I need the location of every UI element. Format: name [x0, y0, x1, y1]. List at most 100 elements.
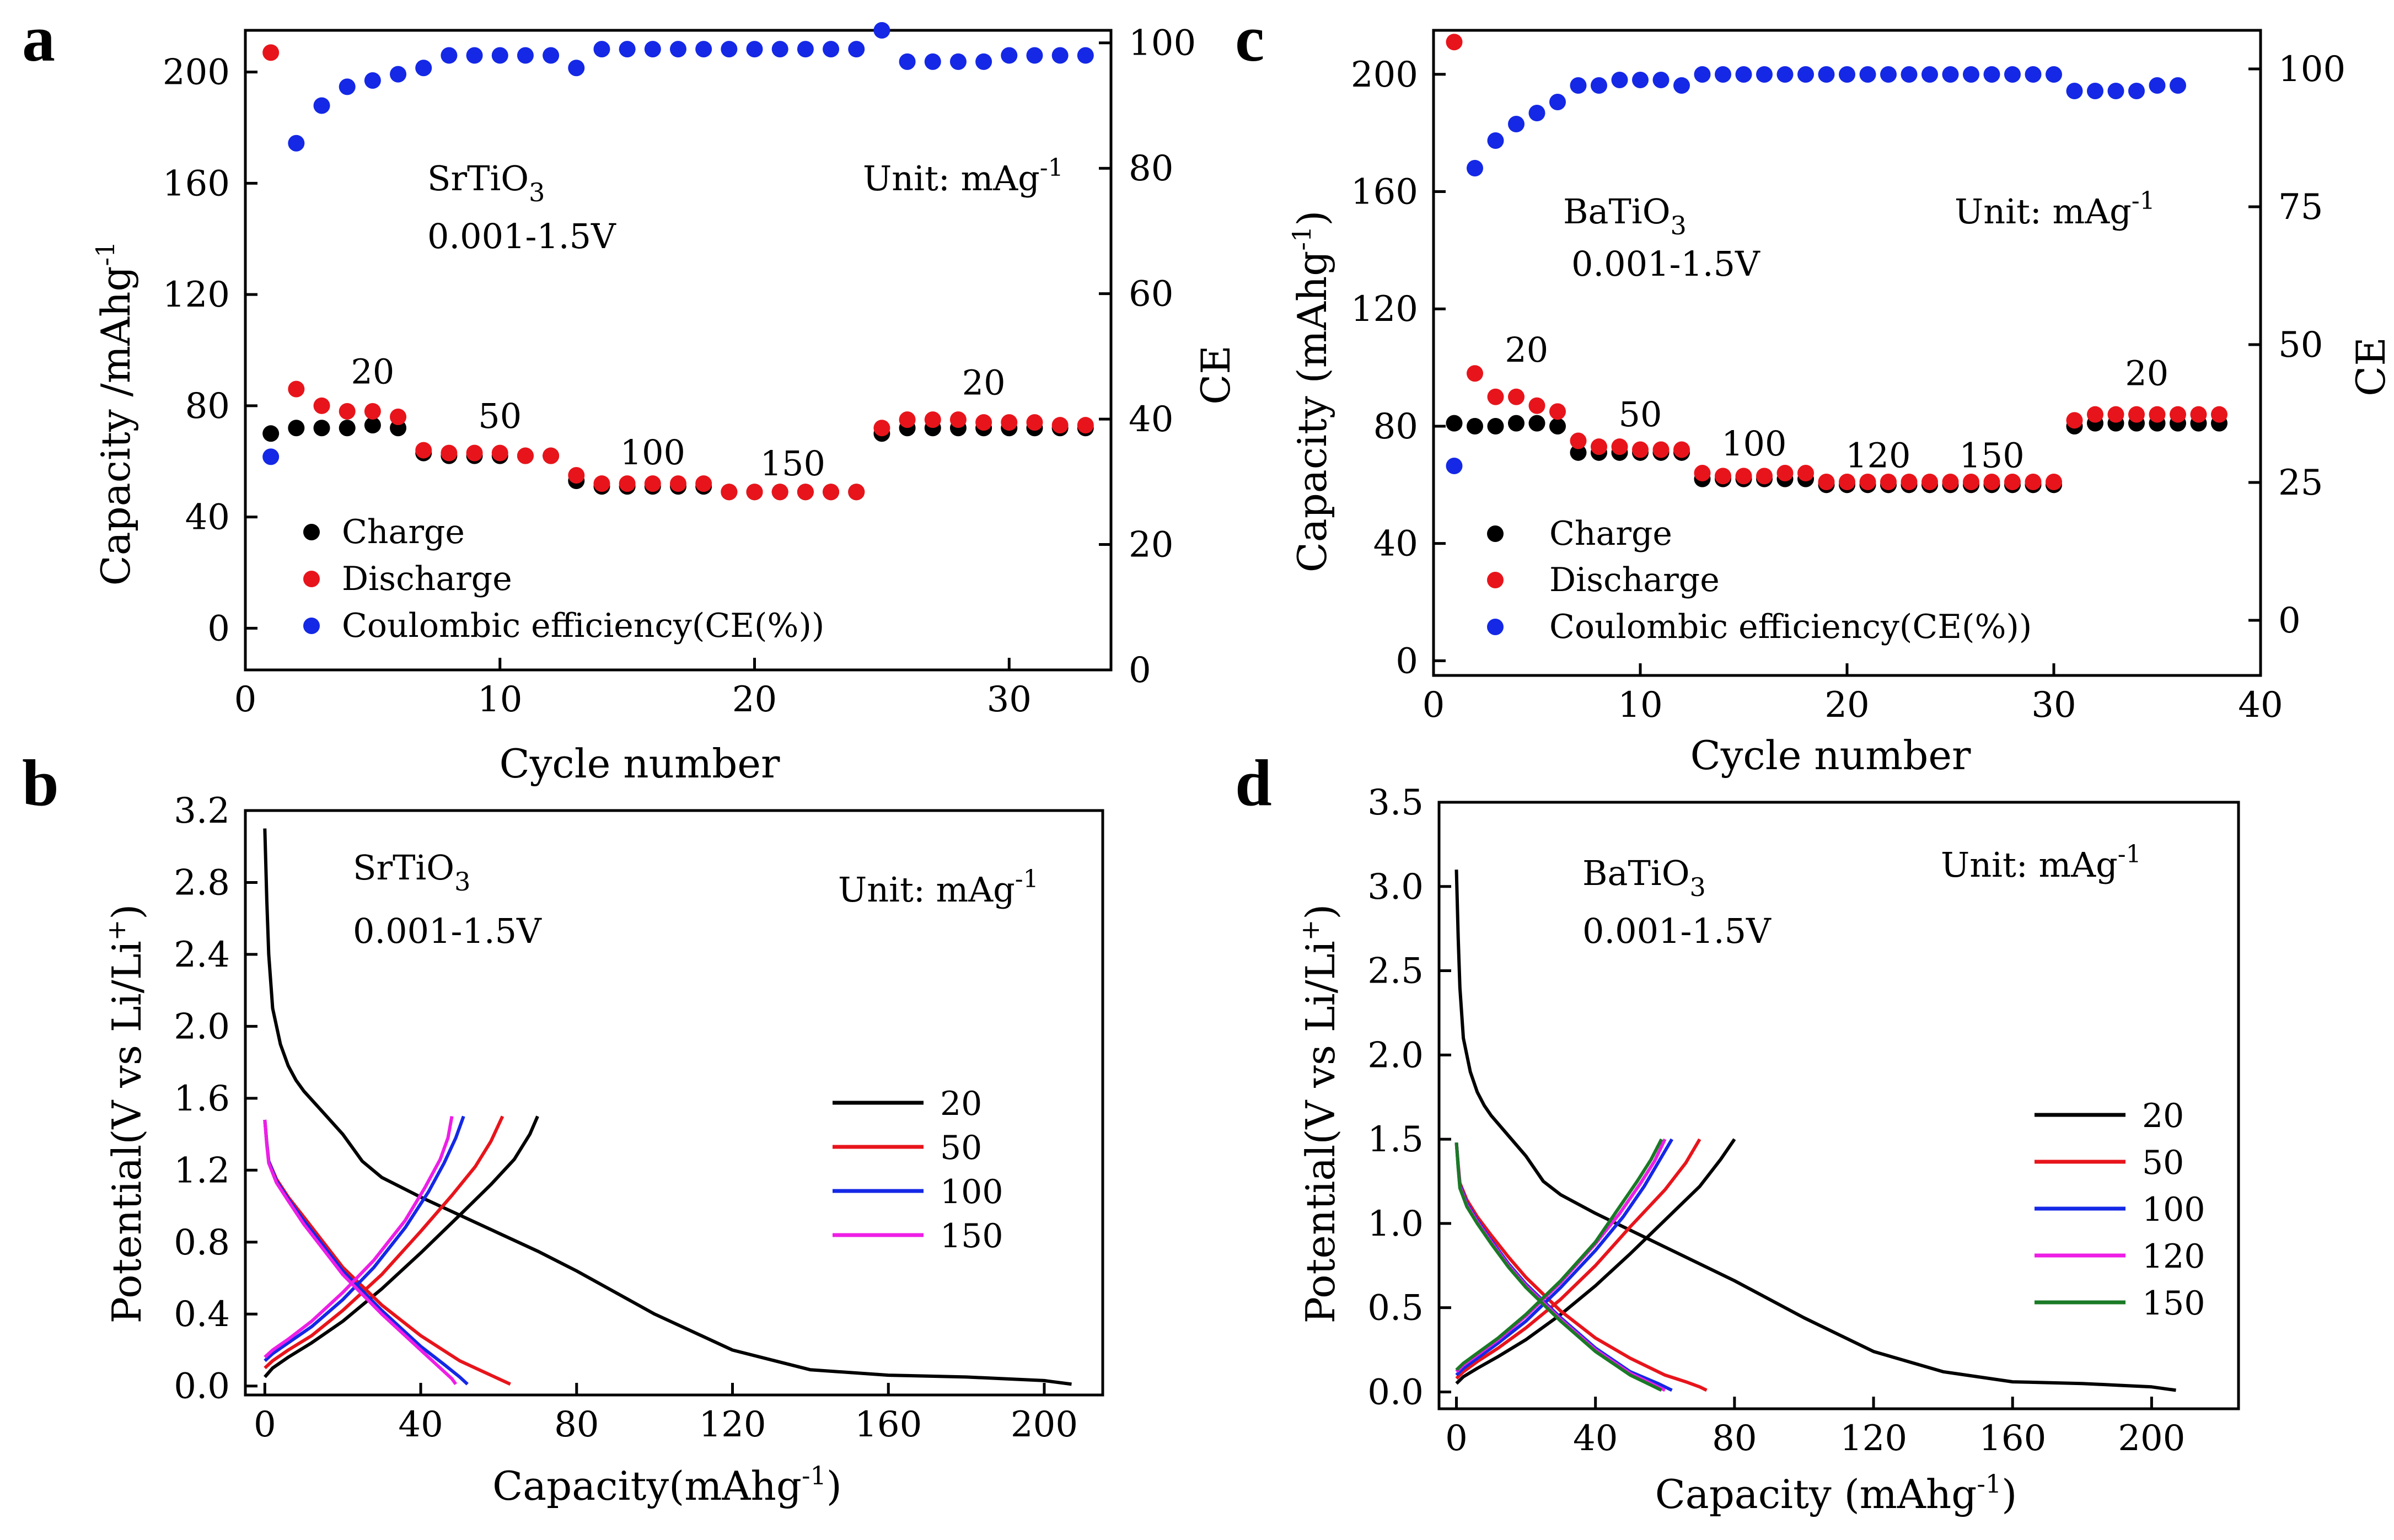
panel-b-xtick-label: 0 [254, 1404, 276, 1445]
panel-b-ytick-label: 0.8 [174, 1222, 230, 1263]
panel-c-ce-point [1528, 105, 1545, 121]
panel-d-xtick-label: 80 [1712, 1418, 1757, 1459]
panel-c-ytick-label: 160 [1351, 172, 1418, 213]
panel-a-y2tick-label: 0 [1129, 650, 1151, 691]
panel-a-discharge-point [644, 475, 661, 492]
panel-c-ce-point [1859, 66, 1876, 83]
panel-c-discharge-point [1715, 468, 1731, 485]
panel-a-y2tick-label: 100 [1129, 23, 1196, 64]
panel-c-ylabel: Capacity (mAhg-1) [1287, 211, 1335, 573]
panel-a-material: SrTiO3 [427, 158, 545, 207]
panel-a-ce-point [441, 47, 458, 64]
panel-c-discharge-point [2211, 406, 2227, 423]
panel-a-charge-point [364, 417, 381, 434]
panel-a-x-ticks: 0 10 20 30 [234, 658, 1032, 720]
panel-a-legend-marker-charge [303, 524, 320, 540]
panel-a-ce-point [695, 41, 712, 58]
panel-c-charge-point [1446, 415, 1463, 432]
panel-d-ytick-label: 0.0 [1367, 1372, 1424, 1413]
panel-c-ce-point [2025, 66, 2042, 83]
panel-b-ytick-label: 2.0 [174, 1006, 230, 1047]
panel-c-ce-point [1839, 66, 1855, 83]
panel-b-legend-label: 100 [940, 1173, 1003, 1211]
panel-b-voltage-profile: 0 40 80 120 160 200 0.0 0.4 0.8 1.2 1.6 2.0 2.4 2.8 3… [101, 791, 1104, 1509]
panel-d-curves [1454, 870, 2176, 1392]
panel-a-voltage: 0.001-1.5V [427, 216, 616, 256]
panel-a-rate-label: 20 [351, 352, 394, 392]
panel-c-discharge-point [2190, 406, 2207, 423]
panel-c-ytick-label: 120 [1351, 289, 1418, 330]
panel-d-y-ticks: 0.0 0.5 1.0 1.5 2.0 2.5 3.0 3.5 [1367, 782, 1451, 1413]
panel-d-ytick-label: 2.0 [1367, 1035, 1424, 1076]
panel-c-ylabel-sup: -1 [1287, 226, 1317, 251]
panel-c-discharge-point [1508, 388, 1525, 405]
panel-c-ce-point [1756, 66, 1773, 83]
panel-a-discharge-point [797, 484, 814, 501]
panel-a-legend-discharge: Discharge [342, 560, 512, 598]
panel-b-formula: SrTiO [353, 847, 454, 888]
panel-c-ce-point [2087, 83, 2103, 99]
panel-c-ytick-label: 80 [1373, 406, 1418, 447]
panel-c-y-ticks: 0 40 80 120 160 200 [1351, 55, 1446, 682]
panel-a-ylabel-main: Capacity /mAhg [93, 266, 139, 586]
panel-c-discharge-point [1963, 474, 1979, 490]
panel-b-ytick-label: 1.6 [174, 1078, 230, 1119]
panel-a-discharge-point [568, 466, 585, 484]
panel-d-legend-label: 20 [2142, 1097, 2184, 1135]
panel-a-discharge-point [873, 420, 890, 437]
panel-a-data-points [262, 22, 1094, 501]
panel-b-ytick-label: 0.4 [174, 1294, 230, 1335]
panel-d-curve-20-discharge [1454, 870, 2176, 1392]
panel-a-discharge-point [1051, 417, 1069, 434]
panel-d-xtick-label: 200 [2118, 1418, 2185, 1459]
panel-c-discharge-point [2107, 406, 2124, 423]
panel-c-discharge-point [1797, 465, 1814, 482]
panel-c-xlabel: Cycle number [1690, 732, 1971, 779]
panel-a-ce-point [949, 53, 967, 70]
panel-c-discharge-point [1901, 474, 1918, 490]
panel-c-xtick-label: 0 [1423, 685, 1445, 726]
panel-c-voltage: 0.001-1.5V [1571, 244, 1760, 284]
panel-b-curve-150-discharge [263, 1119, 458, 1386]
panel-a-ce-point [924, 53, 941, 70]
panel-b-unit-text: Unit: mAg [838, 870, 1015, 910]
panel-d-xtick-label: 160 [1979, 1418, 2046, 1459]
panel-letter-b: b [22, 746, 59, 819]
panel-c-ytick-label: 40 [1373, 524, 1418, 565]
panel-c-discharge-point [1859, 474, 1876, 490]
panel-c-ce-point [1735, 66, 1752, 83]
panel-d-legend-label: 50 [2142, 1144, 2184, 1182]
panel-c-y2-ticks: 0 25 50 75 100 [2248, 49, 2345, 641]
panel-c-ce-point [1652, 72, 1670, 88]
panel-a-ce-point [491, 47, 508, 64]
panel-a-xtick-label: 0 [234, 679, 257, 720]
panel-a-ce-point [644, 41, 661, 58]
panel-c-ce-point [1797, 66, 1814, 83]
panel-d-curve-150-charge [1455, 1138, 1663, 1371]
panel-c-discharge-point [1839, 474, 1855, 490]
panel-c-rate-label: 20 [1505, 330, 1548, 370]
panel-d-xtick-label: 40 [1573, 1418, 1618, 1459]
panel-d-xlabel-end: ) [2001, 1471, 2017, 1517]
panel-a-xtick-label: 10 [477, 679, 522, 720]
panel-d-xtick-label: 120 [1840, 1418, 1907, 1459]
panel-a-ce-point [848, 41, 865, 58]
panel-b-ytick-label: 1.2 [174, 1150, 230, 1191]
panel-b-unit-sup: -1 [1015, 865, 1039, 893]
panel-d-ylabel-sup: + [1295, 920, 1325, 941]
panel-a-ce-point [288, 135, 305, 152]
panel-a-ce-point [390, 66, 407, 83]
panel-b-curve-100-charge [264, 1115, 465, 1362]
panel-d-ytick-label: 3.5 [1367, 782, 1424, 823]
panel-a-discharge-point [593, 475, 610, 492]
panel-d-unit-text: Unit: mAg [1941, 845, 2118, 885]
panel-a-charge-point [339, 420, 356, 437]
panel-c-ce-point [1446, 458, 1463, 474]
panel-c-discharge-point [1756, 468, 1773, 485]
panel-b-ylabel-sup: + [101, 920, 131, 941]
panel-a-discharge-point [1077, 417, 1094, 434]
panel-c-formula: BaTiO [1563, 191, 1671, 232]
panel-d-ylabel-main: Potential(V vs Li/Li [1297, 941, 1344, 1323]
panel-c-discharge-point [1570, 432, 1587, 449]
panel-c-ce-point [1591, 77, 1607, 94]
